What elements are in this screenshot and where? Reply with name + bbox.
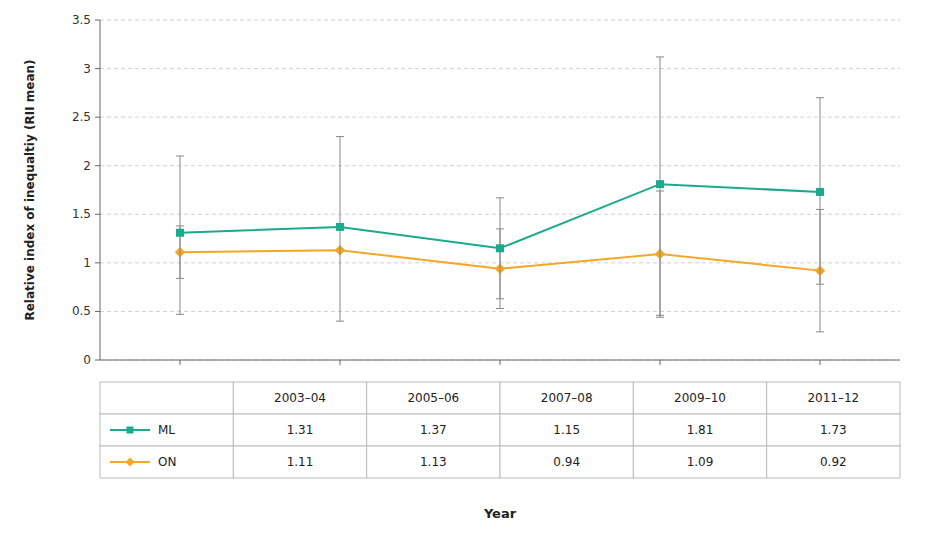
table-header: 2009–10 [674,391,726,405]
series-line [180,184,820,248]
series [175,191,826,332]
tick-label: 3.5 [72,13,91,27]
error-bar-cap [816,284,824,285]
table-header: 2011–12 [807,391,859,405]
data-label: 0.94 [553,455,580,469]
tick-mark [95,20,100,21]
grid-line [100,117,900,118]
table-header: 2005–06 [407,391,459,405]
table-cell [500,446,633,478]
data-label: 1.13 [420,455,447,469]
tick-mark [95,165,100,166]
grid-line [100,68,900,69]
point [496,244,504,252]
point [656,180,664,188]
chart: 0 0.5 1 1.5 2 2.5 3 3.5 Relative index of inequa… [0,0,930,558]
error-bar [336,137,344,322]
table-cell [233,382,366,414]
table-cell [233,446,366,478]
error-bar-cap [656,315,664,316]
table-cell [767,382,900,414]
error-bar-cap [656,56,664,57]
grid-line [100,20,900,21]
data-label: 1.09 [687,455,714,469]
error-bar-cap [816,331,824,332]
tick-label: 0.5 [72,304,91,318]
tick-mark [340,360,341,365]
tick-mark [95,360,100,361]
legend-label: ON [158,455,176,469]
table-cell [767,446,900,478]
legend-marker [127,427,134,434]
axis-line [100,20,101,360]
table-cell [633,382,766,414]
data-label: 1.73 [820,423,847,437]
data-label: 1.31 [287,423,314,437]
y-axis-label: Relative index of inequaltiy (RII mean) [23,59,37,320]
error-bar-cap [176,156,184,157]
table-cell [100,382,233,414]
tick-mark [95,262,100,263]
error-bar-cap [336,136,344,137]
table-cell [367,414,500,446]
plot-area [175,57,826,332]
table-header: 2003–04 [274,391,326,405]
error-bar-cap [176,314,184,315]
legend-item: ON [110,455,176,469]
grid-line [100,165,900,166]
legend-item: ML [110,423,175,437]
table-cell [367,382,500,414]
error-bar [176,156,184,314]
tick-mark [95,68,100,69]
data-label: 1.37 [420,423,447,437]
tick-mark [180,360,181,365]
tick-label: 3 [83,62,91,76]
point [176,229,184,237]
table-cell [767,414,900,446]
tick-mark [95,214,100,215]
error-bar-cap [496,298,504,299]
error-bar [656,57,664,315]
error-bar-cap [336,321,344,322]
legend-marker [126,458,135,467]
x-axis-label: Year [483,506,517,521]
point [336,223,344,231]
tick-label: 0 [83,353,91,367]
tick-mark [95,117,100,118]
grid-line [100,311,900,312]
tick-label: 2.5 [72,110,91,124]
tick-mark [500,360,501,365]
table-cell [233,414,366,446]
data-table: 2003–04 2005–06 2007–08 2009–10 2011–12 ML 1.3… [100,382,900,478]
tick-label: 1.5 [72,207,91,221]
legend-label: ML [158,423,175,437]
error-bar [816,98,824,285]
tick-label: 2 [83,159,91,173]
table-cell [500,382,633,414]
data-label: 1.11 [287,455,314,469]
table-cell [367,446,500,478]
error-bar-cap [496,197,504,198]
series [176,57,824,321]
data-label: 1.15 [553,423,580,437]
table-cell [500,414,633,446]
table-cell [100,414,233,446]
error-bar-cap [496,308,504,309]
tick-label: 1 [83,256,91,270]
tick-mark [820,360,821,365]
point [816,188,824,196]
table-cell [633,446,766,478]
tick-mark [660,360,661,365]
y-axis: 0 0.5 1 1.5 2 2.5 3 3.5 [72,13,900,367]
error-bar-cap [816,97,824,98]
table-cell [633,414,766,446]
error-bar-cap [656,317,664,318]
table-header: 2007–08 [541,391,593,405]
tick-mark [95,311,100,312]
data-label: 0.92 [820,455,847,469]
table-cell [100,446,233,478]
error-bar [496,198,504,299]
data-label: 1.81 [687,423,714,437]
